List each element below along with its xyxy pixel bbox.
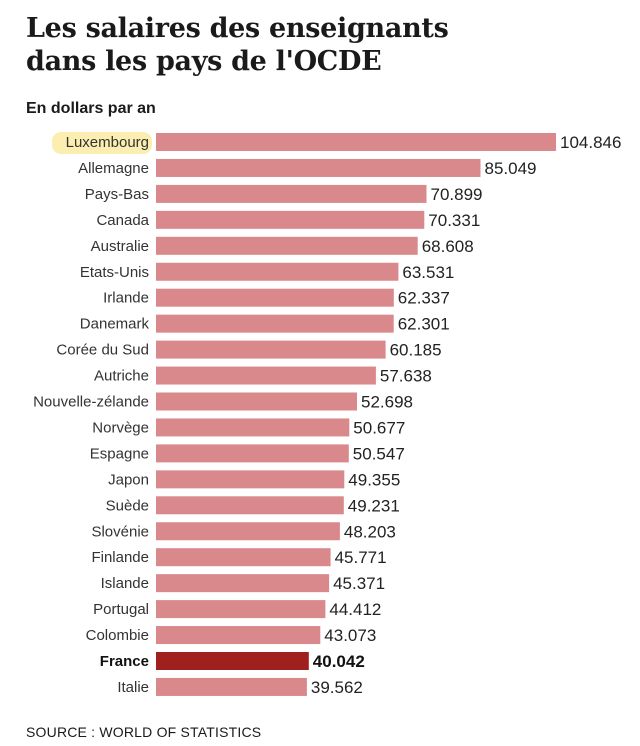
bar-islande — [156, 574, 330, 593]
bar-finlande — [156, 548, 331, 567]
category-label-finlande: Finlande — [91, 549, 149, 566]
bar-allemagne — [156, 158, 481, 177]
bar-danemark — [156, 314, 394, 333]
category-label-danemark: Danemark — [80, 316, 150, 333]
value-label-france: 40.042 — [313, 652, 365, 671]
value-label-etats-unis: 63.531 — [402, 263, 454, 282]
chart-title: Les salaires des enseignants dans les pa… — [26, 12, 586, 78]
category-label-portugal: Portugal — [93, 601, 149, 618]
highlighter-mark — [52, 132, 152, 154]
value-label-italie: 39.562 — [311, 678, 363, 697]
title-line-2: dans les pays de l'OCDE — [26, 46, 382, 77]
value-label-slovenie: 48.203 — [344, 522, 396, 541]
title-line-1: Les salaires des enseignants — [26, 13, 449, 44]
value-label-nouvelle-zelande: 52.698 — [361, 393, 413, 412]
bar-coree-du-sud — [156, 340, 386, 359]
value-label-irlande: 62.337 — [398, 289, 450, 308]
category-label-etats-unis: Etats-Unis — [80, 264, 149, 281]
category-label-norvege: Norvège — [92, 419, 149, 436]
category-label-autriche: Autriche — [94, 368, 149, 385]
category-label-nouvelle-zelande: Nouvelle-zélande — [33, 394, 149, 411]
value-label-colombie: 43.073 — [324, 626, 376, 645]
category-label-suede: Suède — [106, 497, 149, 514]
bar-italie — [156, 677, 307, 696]
bar-australie — [156, 236, 418, 255]
category-label-islande: Islande — [101, 575, 149, 592]
bar-espagne — [156, 444, 349, 463]
category-label-espagne: Espagne — [90, 445, 149, 462]
category-label-japon: Japon — [108, 471, 149, 488]
category-label-irlande: Irlande — [103, 290, 149, 307]
chart-subtitle: En dollars par an — [26, 100, 156, 117]
bar-portugal — [156, 600, 326, 619]
bar-france — [156, 652, 309, 670]
category-label-italie: Italie — [117, 679, 149, 696]
category-label-coree-du-sud: Corée du Sud — [56, 342, 149, 359]
value-label-allemagne: 85.049 — [485, 159, 537, 178]
bar-irlande — [156, 288, 394, 307]
value-label-norvege: 50.677 — [353, 418, 405, 437]
bar-japon — [156, 470, 345, 489]
category-label-canada: Canada — [96, 212, 149, 229]
value-label-coree-du-sud: 60.185 — [390, 341, 442, 360]
bar-canada — [156, 210, 425, 229]
category-label-colombie: Colombie — [86, 627, 149, 644]
value-label-australie: 68.608 — [422, 237, 474, 256]
category-label-slovenie: Slovénie — [91, 523, 149, 540]
value-label-japon: 49.355 — [348, 470, 400, 489]
bar-nouvelle-zelande — [156, 392, 357, 411]
value-label-canada: 70.331 — [428, 211, 480, 230]
value-label-pays-bas: 70.899 — [431, 185, 483, 204]
bar-luxembourg — [156, 133, 556, 151]
bar-etats-unis — [156, 262, 399, 281]
category-label-france: France — [100, 653, 149, 670]
category-label-australie: Australie — [91, 238, 149, 255]
bar-norvege — [156, 418, 350, 437]
bar-slovenie — [156, 522, 340, 541]
bar-colombie — [156, 626, 321, 645]
category-label-pays-bas: Pays-Bas — [85, 186, 149, 203]
value-label-espagne: 50.547 — [353, 444, 405, 463]
value-label-portugal: 44.412 — [329, 600, 381, 619]
value-label-islande: 45.371 — [333, 574, 385, 593]
category-label-allemagne: Allemagne — [78, 160, 149, 177]
value-label-autriche: 57.638 — [380, 367, 432, 386]
bar-suede — [156, 496, 344, 515]
bar-pays-bas — [156, 184, 427, 203]
category-label-luxembourg: Luxembourg — [66, 134, 149, 151]
source-note: SOURCE : WORLD OF STATISTICS — [26, 724, 262, 740]
bar-autriche — [156, 366, 376, 385]
value-label-suede: 49.231 — [348, 496, 400, 515]
value-label-danemark: 62.301 — [398, 315, 450, 334]
value-label-finlande: 45.771 — [335, 548, 387, 567]
value-label-luxembourg: 104.846 — [560, 133, 621, 152]
